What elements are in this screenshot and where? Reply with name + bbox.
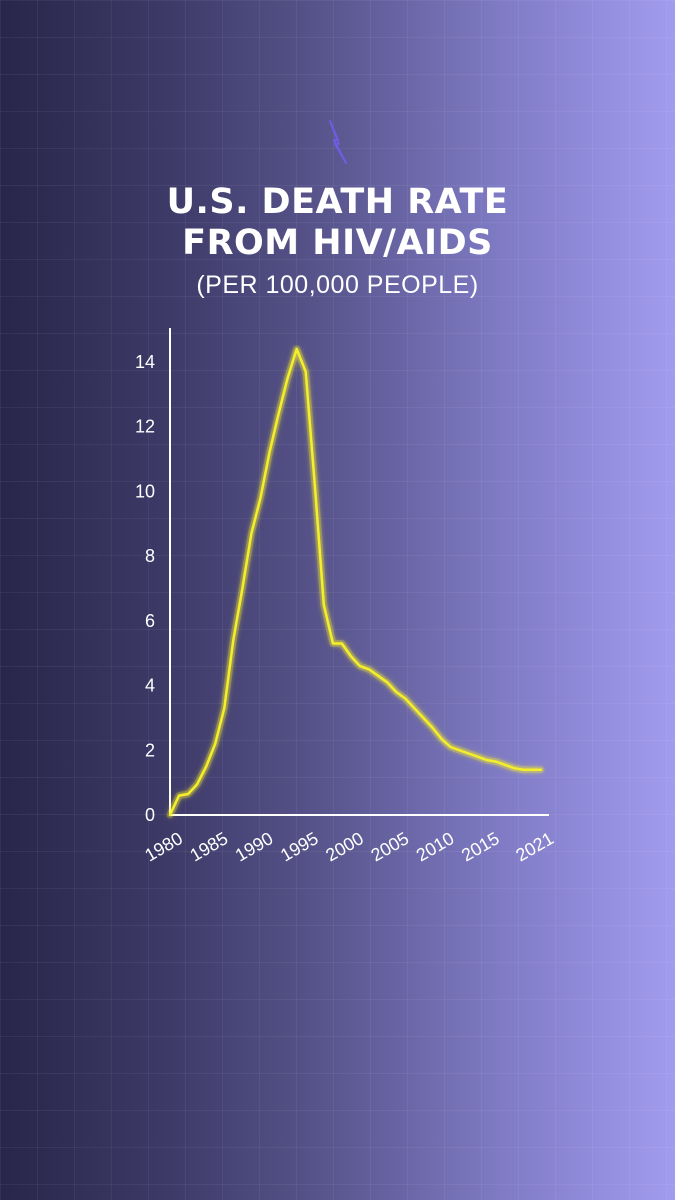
data-point (495, 760, 497, 762)
x-tick-label: 1995 (277, 828, 322, 865)
data-point (305, 370, 307, 372)
data-point (332, 642, 334, 644)
series-line-glow (166, 345, 545, 819)
y-tick-label: 12 (135, 417, 155, 437)
data-point (431, 726, 433, 728)
data-point (359, 665, 361, 667)
chart-subtitle: (PER 100,000 PEOPLE) (196, 271, 479, 299)
series-line (168, 347, 543, 817)
x-tick-label: 2010 (413, 828, 458, 865)
data-point (250, 532, 252, 534)
data-point (277, 412, 279, 414)
x-tick-label: 1980 (141, 828, 186, 865)
data-point (323, 603, 325, 605)
x-tick-label: 2015 (458, 828, 503, 865)
data-point (169, 814, 171, 816)
x-tick-label: 2000 (322, 828, 367, 865)
data-point (196, 783, 198, 785)
data-point (404, 697, 406, 699)
axes (169, 328, 549, 816)
x-tick-label: 1985 (187, 828, 232, 865)
chart-title-line-2: FROM HIV/AIDS (182, 223, 493, 263)
data-point (476, 756, 478, 758)
data-point (205, 765, 207, 767)
lightning-bolt-icon (329, 120, 347, 164)
data-point (314, 484, 316, 486)
data-point (214, 743, 216, 745)
data-point (504, 764, 506, 766)
title-block: U.S. DEATH RATE FROM HIV/AIDS (PER 100,0… (0, 182, 675, 300)
data-point (513, 767, 515, 769)
x-tick-label: 2021 (512, 828, 557, 865)
series (166, 345, 545, 819)
y-tick-label: 2 (145, 740, 155, 760)
data-point (531, 768, 533, 770)
data-point (440, 738, 442, 740)
data-point (241, 587, 243, 589)
data-point (413, 707, 415, 709)
data-point (223, 707, 225, 709)
data-point (268, 451, 270, 453)
data-point (540, 768, 542, 770)
y-tick-label: 0 (145, 805, 155, 825)
data-point (386, 681, 388, 683)
data-point (187, 793, 189, 795)
data-point (295, 348, 297, 350)
y-tick-label: 10 (135, 481, 155, 501)
data-point (395, 691, 397, 693)
x-tick-label: 1990 (232, 828, 277, 865)
y-tick-label: 6 (145, 611, 155, 631)
chart-title-line-1: U.S. DEATH RATE (166, 182, 509, 222)
data-point (350, 655, 352, 657)
y-tick-label: 14 (135, 352, 155, 372)
data-point (458, 749, 460, 751)
data-point (259, 497, 261, 499)
data-point (449, 746, 451, 748)
data-point (232, 639, 234, 641)
data-point (377, 675, 379, 677)
data-point (522, 768, 524, 770)
y-tick-label: 8 (145, 546, 155, 566)
data-point (467, 752, 469, 754)
x-tick-label: 2005 (368, 828, 413, 865)
data-point (422, 717, 424, 719)
data-point (368, 668, 370, 670)
data-point (286, 377, 288, 379)
data-point (486, 759, 488, 761)
data-point (341, 642, 343, 644)
y-tick-label: 4 (145, 676, 155, 696)
data-point (178, 794, 180, 796)
